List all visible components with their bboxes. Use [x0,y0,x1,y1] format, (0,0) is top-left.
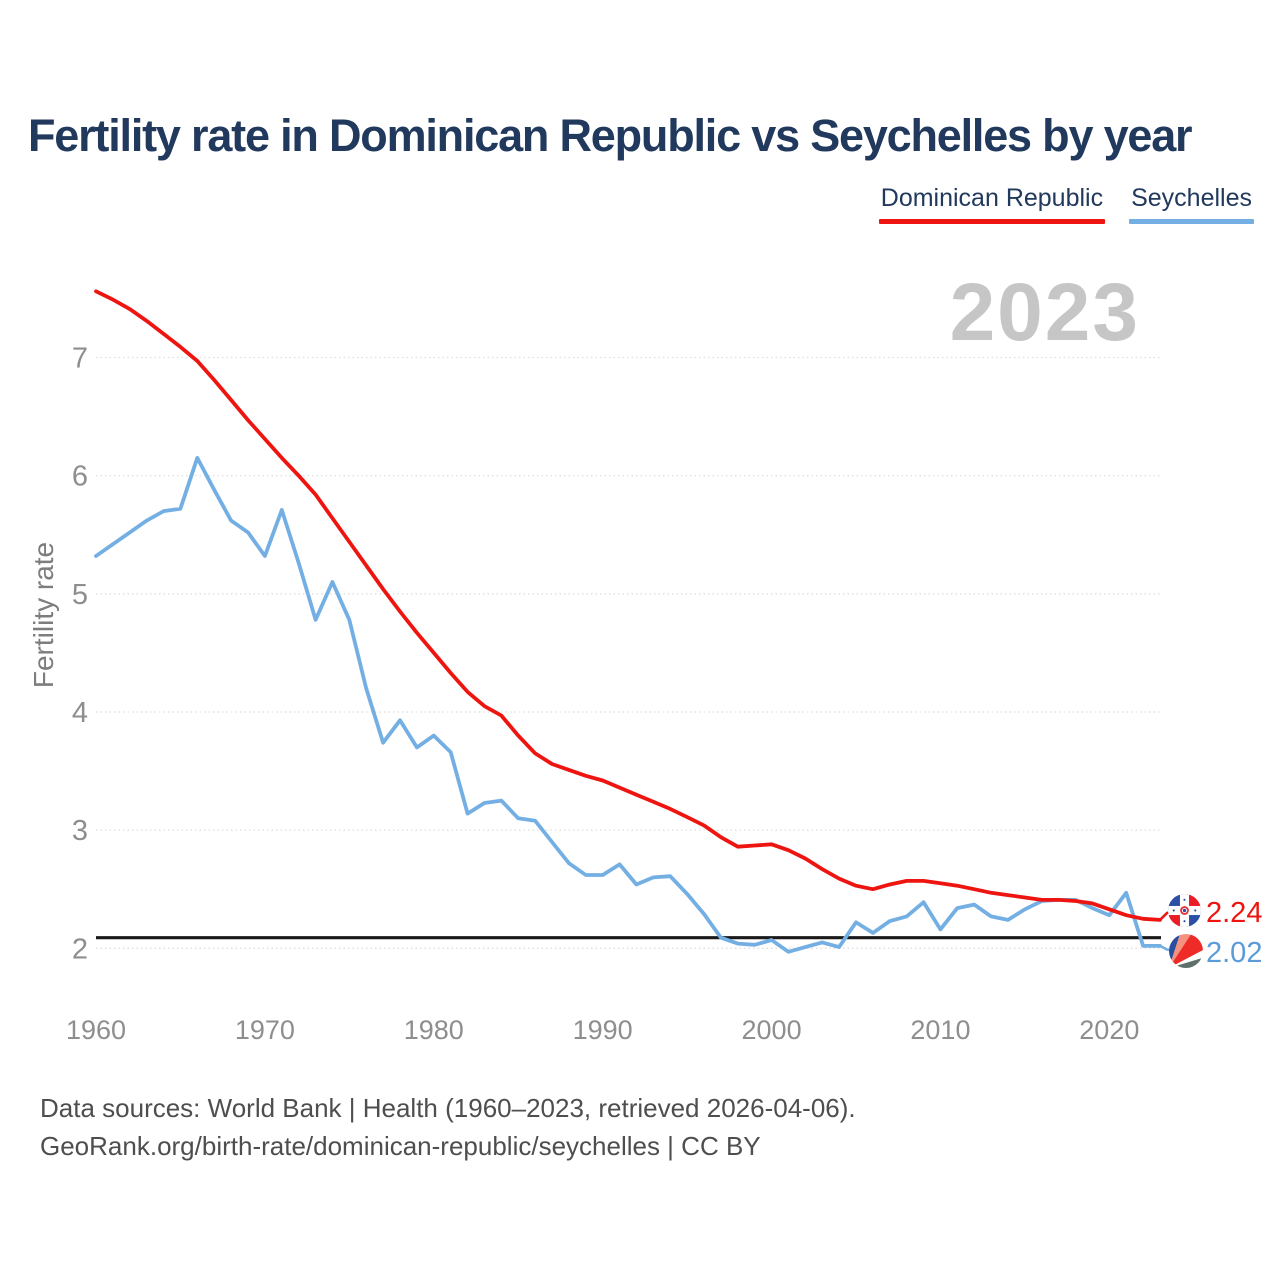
end-value-seychelles: 2.02 [1206,937,1263,969]
legend-label: Seychelles [1131,184,1252,212]
seychelles-flag-icon [1169,934,1203,968]
watermark-year: 2023 [949,267,1140,358]
y-tick-label: 5 [72,579,88,611]
x-tick-label: 1970 [235,1015,295,1045]
x-tick-label: 2020 [1079,1015,1139,1045]
footer-attribution-line: GeoRank.org/birth-rate/dominican-republi… [40,1131,761,1161]
end-value-dominican-republic: 2.24 [1206,897,1263,929]
x-tick-label: 2010 [910,1015,970,1045]
chart-title: Fertility rate in Dominican Republic vs … [28,110,1193,161]
x-tick-label: 1980 [404,1015,464,1045]
footer: Data sources: World Bank | Health (1960–… [40,1089,856,1165]
legend-color-bar-blue [1129,219,1254,224]
y-tick-label: 6 [72,461,88,493]
footer-sources-line: Data sources: World Bank | Health (1960–… [40,1093,856,1123]
legend-item-seychelles[interactable]: Seychelles [1129,184,1254,224]
y-tick-label: 4 [72,697,88,729]
legend-label: Dominican Republic [880,184,1104,212]
legend-item-dominican-republic[interactable]: Dominican Republic [878,184,1106,224]
x-tick-label: 1990 [573,1015,633,1045]
series-line-seychelles [94,455,1162,954]
x-tick-label: 1960 [66,1015,126,1045]
series-line-dominican-republic [94,289,1162,922]
y-tick-label: 7 [72,343,88,375]
legend: Dominican Republic Seychelles [878,184,1254,224]
y-tick-label: 3 [72,815,88,847]
x-tick-label: 2000 [742,1015,802,1045]
y-tick-label: 2 [72,933,88,965]
legend-color-bar-red [878,219,1106,224]
dominican-republic-flag-icon [1168,894,1201,927]
